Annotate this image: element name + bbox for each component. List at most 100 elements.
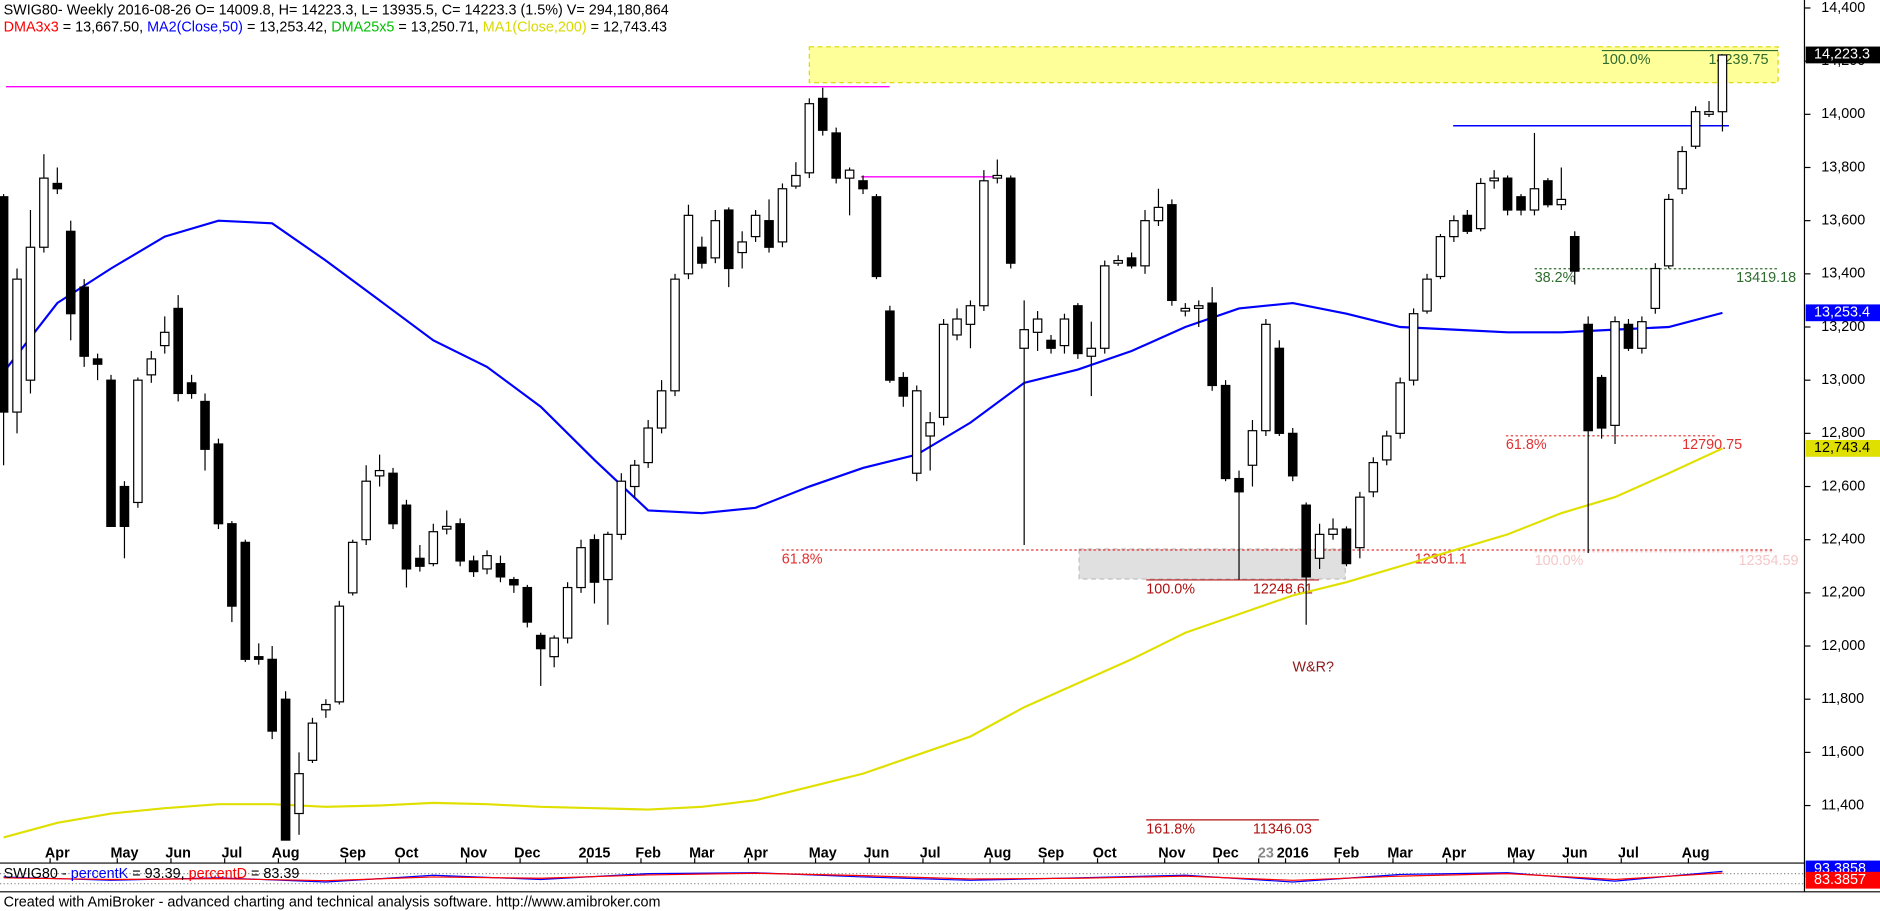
candle-body <box>549 637 559 658</box>
legend-segment: MA2(Close,50) <box>147 19 243 35</box>
candle-body <box>616 480 627 535</box>
candle-body <box>603 533 613 581</box>
price-tag-label: 83.3857 <box>1814 872 1866 888</box>
candle-body <box>1623 323 1634 349</box>
x-tick-label: May <box>809 845 837 861</box>
legend-segment: = 13,667.50, <box>59 19 147 35</box>
fib-label: 61.8% <box>1506 437 1547 453</box>
candle-body <box>253 656 264 660</box>
candle-body <box>39 177 49 248</box>
candle-body <box>1274 347 1285 434</box>
candle-body <box>965 305 976 325</box>
candle-body <box>1583 323 1593 432</box>
price-tag <box>1805 304 1880 322</box>
candle-body <box>1650 267 1661 309</box>
candle-body <box>133 379 143 504</box>
x-tick-label: Jul <box>1618 845 1639 861</box>
candle-body <box>723 209 734 270</box>
x-tick-label: Jul <box>221 845 242 861</box>
candle-body <box>1099 265 1110 349</box>
y-tick-label: 11,400 <box>1821 797 1864 813</box>
fib-label: 100.0% <box>1535 553 1584 569</box>
candle-body <box>911 390 922 474</box>
ma-line <box>2 219 1723 515</box>
x-tick-label: Sep <box>340 845 367 861</box>
candle-body <box>858 180 868 190</box>
x-tick-label: Dec <box>514 845 540 861</box>
candle-body <box>146 358 157 376</box>
fib-value: 12361.1 <box>1415 551 1467 567</box>
price-tag-label: 14,223.3 <box>1814 47 1870 63</box>
candle-body <box>280 698 291 841</box>
candle-body <box>683 214 694 275</box>
x-tick-label: Oct <box>1093 845 1117 861</box>
price-tag <box>1805 440 1880 457</box>
x-tick-label: Jun <box>864 845 890 861</box>
x-tick-label: Mar <box>689 845 715 861</box>
candle-body <box>764 220 774 248</box>
candle-body <box>1663 198 1674 267</box>
candle-body <box>1502 177 1513 211</box>
candle-body <box>777 188 788 243</box>
y-tick-label: 12,600 <box>1821 478 1865 494</box>
candle-body <box>562 586 573 639</box>
candle-body <box>1637 321 1647 349</box>
fib-label: 100.0% <box>1602 52 1651 68</box>
candle-body <box>1059 318 1070 347</box>
candle-body <box>1220 384 1231 480</box>
candle-body <box>52 182 63 190</box>
legend-segment: percentD <box>189 866 247 882</box>
price-tag <box>1805 46 1880 64</box>
candle-body <box>1193 305 1204 309</box>
candle-body <box>522 586 533 623</box>
zone <box>808 46 1779 84</box>
candle-body <box>106 379 116 527</box>
legend-segment: = 13,253.42, <box>243 19 331 35</box>
fib-value: 14239.75 <box>1709 52 1769 68</box>
candle-body <box>159 331 170 347</box>
candle-body <box>656 390 667 429</box>
candle-body <box>1569 236 1580 272</box>
x-tick-label: Apr <box>743 845 768 861</box>
candle-body <box>1422 278 1432 312</box>
legend-segment: DMA25x5 <box>331 19 394 35</box>
candle-body <box>1261 323 1271 432</box>
fib-label: 161.8% <box>1146 821 1195 837</box>
x-tick-label: 23 <box>1258 845 1274 861</box>
y-tick-label: 12,400 <box>1821 531 1865 547</box>
candle-body <box>1677 150 1687 190</box>
candle-body <box>441 525 452 530</box>
candle-body <box>213 443 224 525</box>
candle-body <box>791 174 801 187</box>
candle-body <box>428 531 439 565</box>
candle-body <box>1489 177 1499 182</box>
x-tick-label: May <box>1507 845 1535 861</box>
candle-body <box>670 278 680 392</box>
y-tick-label: 12,200 <box>1821 585 1865 601</box>
y-tick-label: 13,600 <box>1821 212 1865 228</box>
candle-body <box>1287 432 1298 477</box>
x-tick-label: Oct <box>394 845 418 861</box>
candle-body <box>92 358 103 365</box>
candle-body <box>509 578 519 586</box>
candle-body <box>1140 220 1150 267</box>
candle-body <box>898 376 909 397</box>
candle-body <box>1717 54 1728 113</box>
candle-body <box>227 523 237 607</box>
candle-body <box>1046 339 1056 349</box>
candle-body <box>267 658 277 732</box>
zone <box>1078 548 1346 580</box>
candle-body <box>415 557 425 567</box>
candle-body <box>1690 111 1701 147</box>
price-tag-label: 12,743.4 <box>1814 440 1870 456</box>
x-tick-label: Apr <box>45 845 70 861</box>
x-tick-label: 2016 <box>1277 845 1309 861</box>
candle-body <box>401 504 412 570</box>
fib-value: 12790.75 <box>1682 437 1742 453</box>
candle-body <box>885 310 895 381</box>
fib-value: 12248.61 <box>1253 581 1313 597</box>
candle-body <box>938 323 949 418</box>
candle-body <box>1381 435 1392 461</box>
candle-body <box>495 563 506 578</box>
candle-body <box>1301 504 1311 578</box>
